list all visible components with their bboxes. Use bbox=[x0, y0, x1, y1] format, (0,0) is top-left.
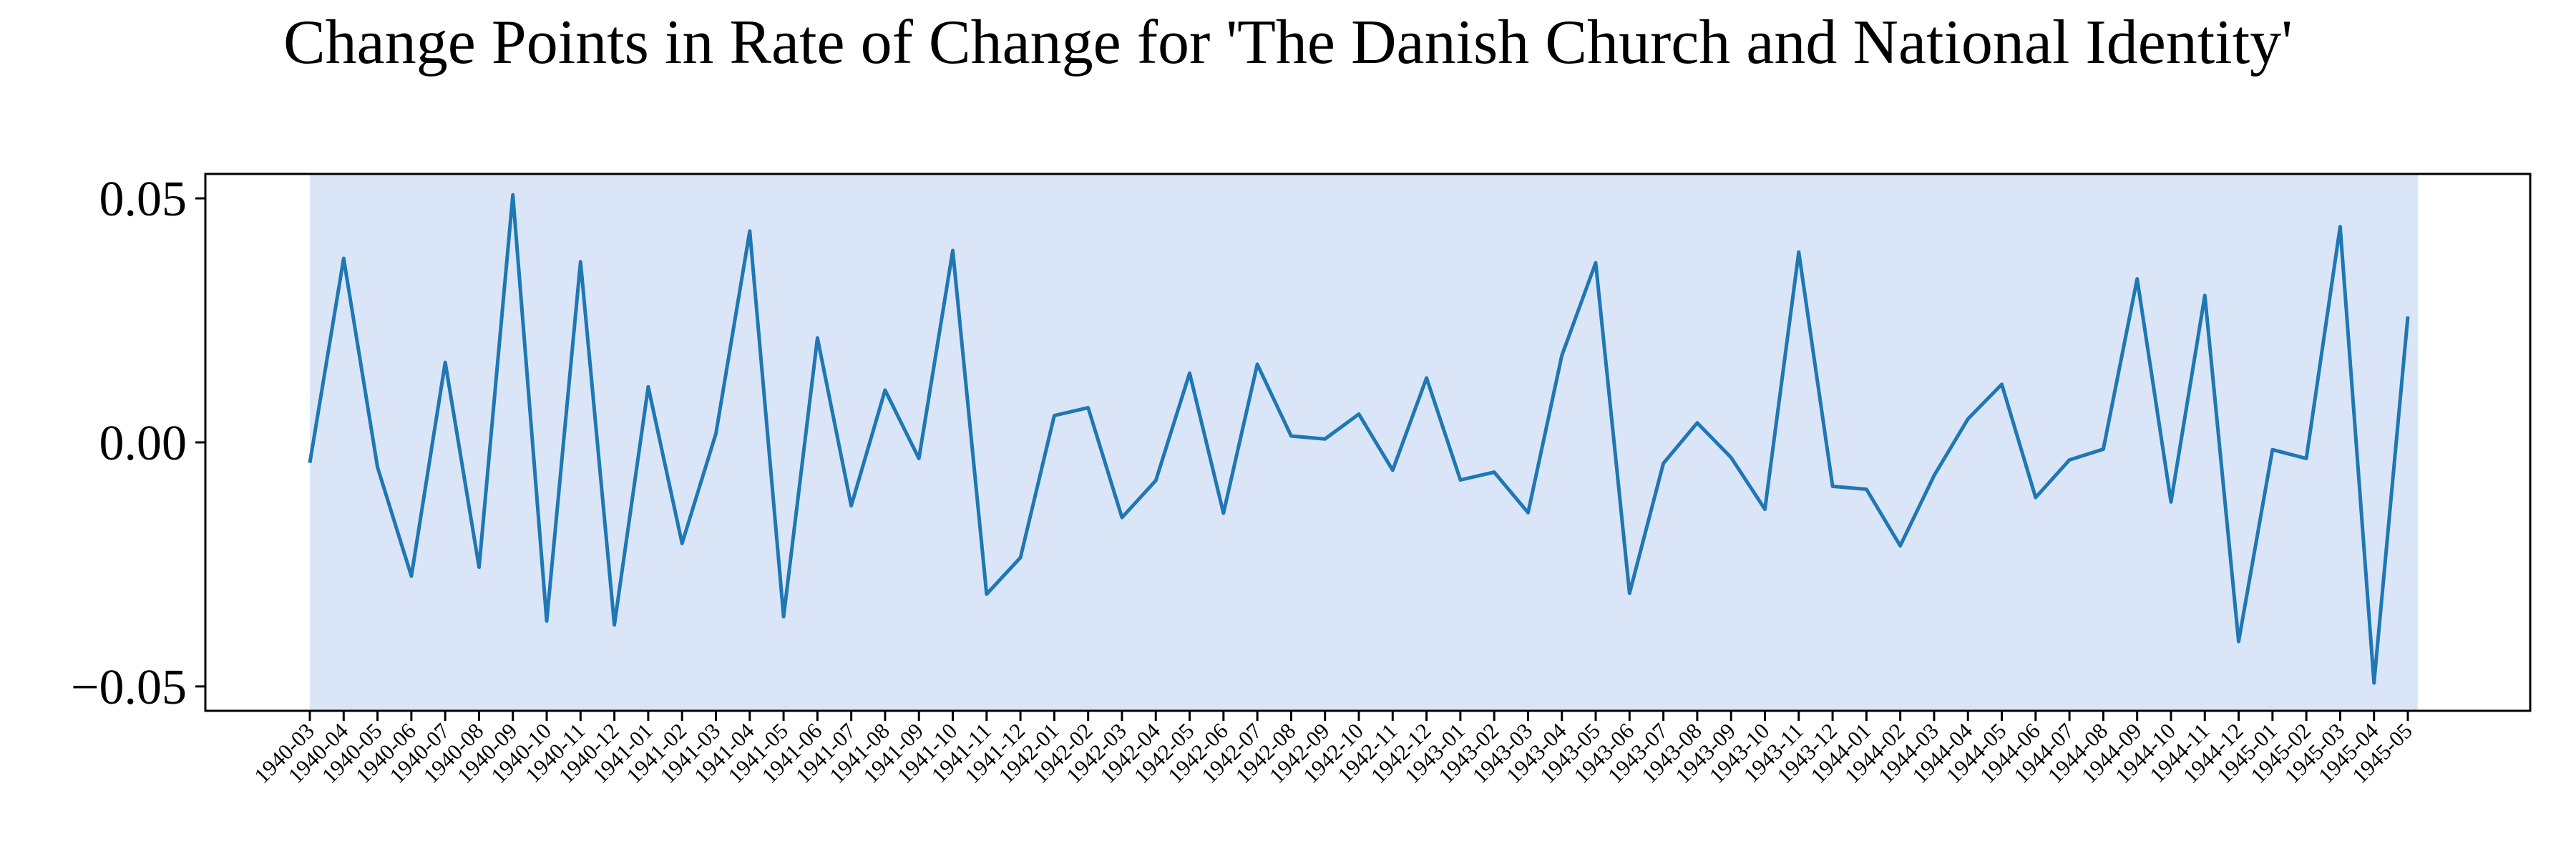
x-axis: 1940-031940-041940-051940-061940-071940-… bbox=[249, 711, 2417, 788]
y-tick-label: 0.00 bbox=[99, 416, 187, 471]
series-line-layer bbox=[308, 193, 2410, 685]
y-tick-label: −0.05 bbox=[71, 660, 187, 715]
highlight-span-layer bbox=[310, 174, 2419, 711]
change-point-span bbox=[310, 174, 2419, 711]
y-axis: −0.05 0.00 0.05 bbox=[71, 172, 205, 715]
y-tick-label: 0.05 bbox=[99, 172, 187, 227]
series-line bbox=[308, 193, 2410, 685]
chart-title: Change Points in Rate of Change for 'The… bbox=[283, 8, 2293, 77]
